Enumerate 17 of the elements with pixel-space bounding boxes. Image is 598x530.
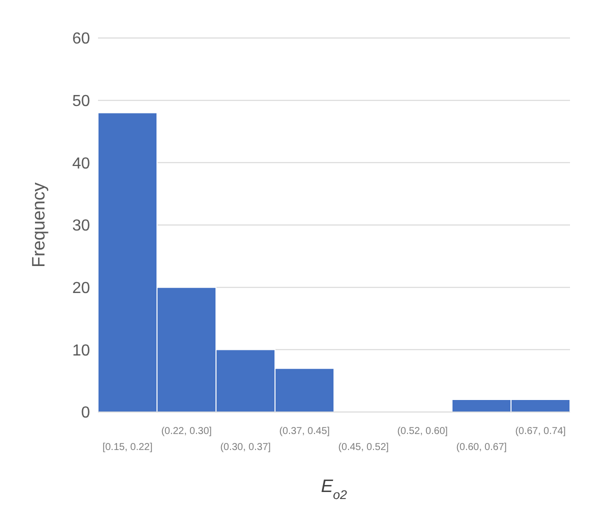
x-tick-label: (0.67, 0.74]	[515, 426, 566, 437]
y-tick-label: 10	[72, 342, 90, 360]
x-tick-label: (0.45, 0.52]	[338, 442, 390, 453]
y-tick-label: 20	[72, 280, 90, 298]
y-tick-label: 60	[72, 30, 90, 48]
x-tick-label: (0.22, 0.30]	[161, 426, 212, 437]
x-tick-label: (0.60, 0.67]	[456, 442, 508, 453]
x-tick-label: (0.30, 0.37]	[220, 442, 272, 453]
y-axis-title: Frequency	[28, 182, 48, 268]
y-tick-label: 0	[81, 404, 90, 422]
x-tick-label: (0.52, 0.60]	[397, 426, 448, 437]
y-tick-label: 50	[72, 93, 90, 110]
x-axis-title: E$_{o2}$	[320, 476, 348, 502]
x-tick-label: [0.15, 0.22]	[102, 442, 153, 453]
y-tick-label: 40	[72, 155, 90, 172]
x-tick-label: (0.37, 0.45]	[279, 426, 330, 437]
y-tick-label: 30	[72, 218, 90, 235]
